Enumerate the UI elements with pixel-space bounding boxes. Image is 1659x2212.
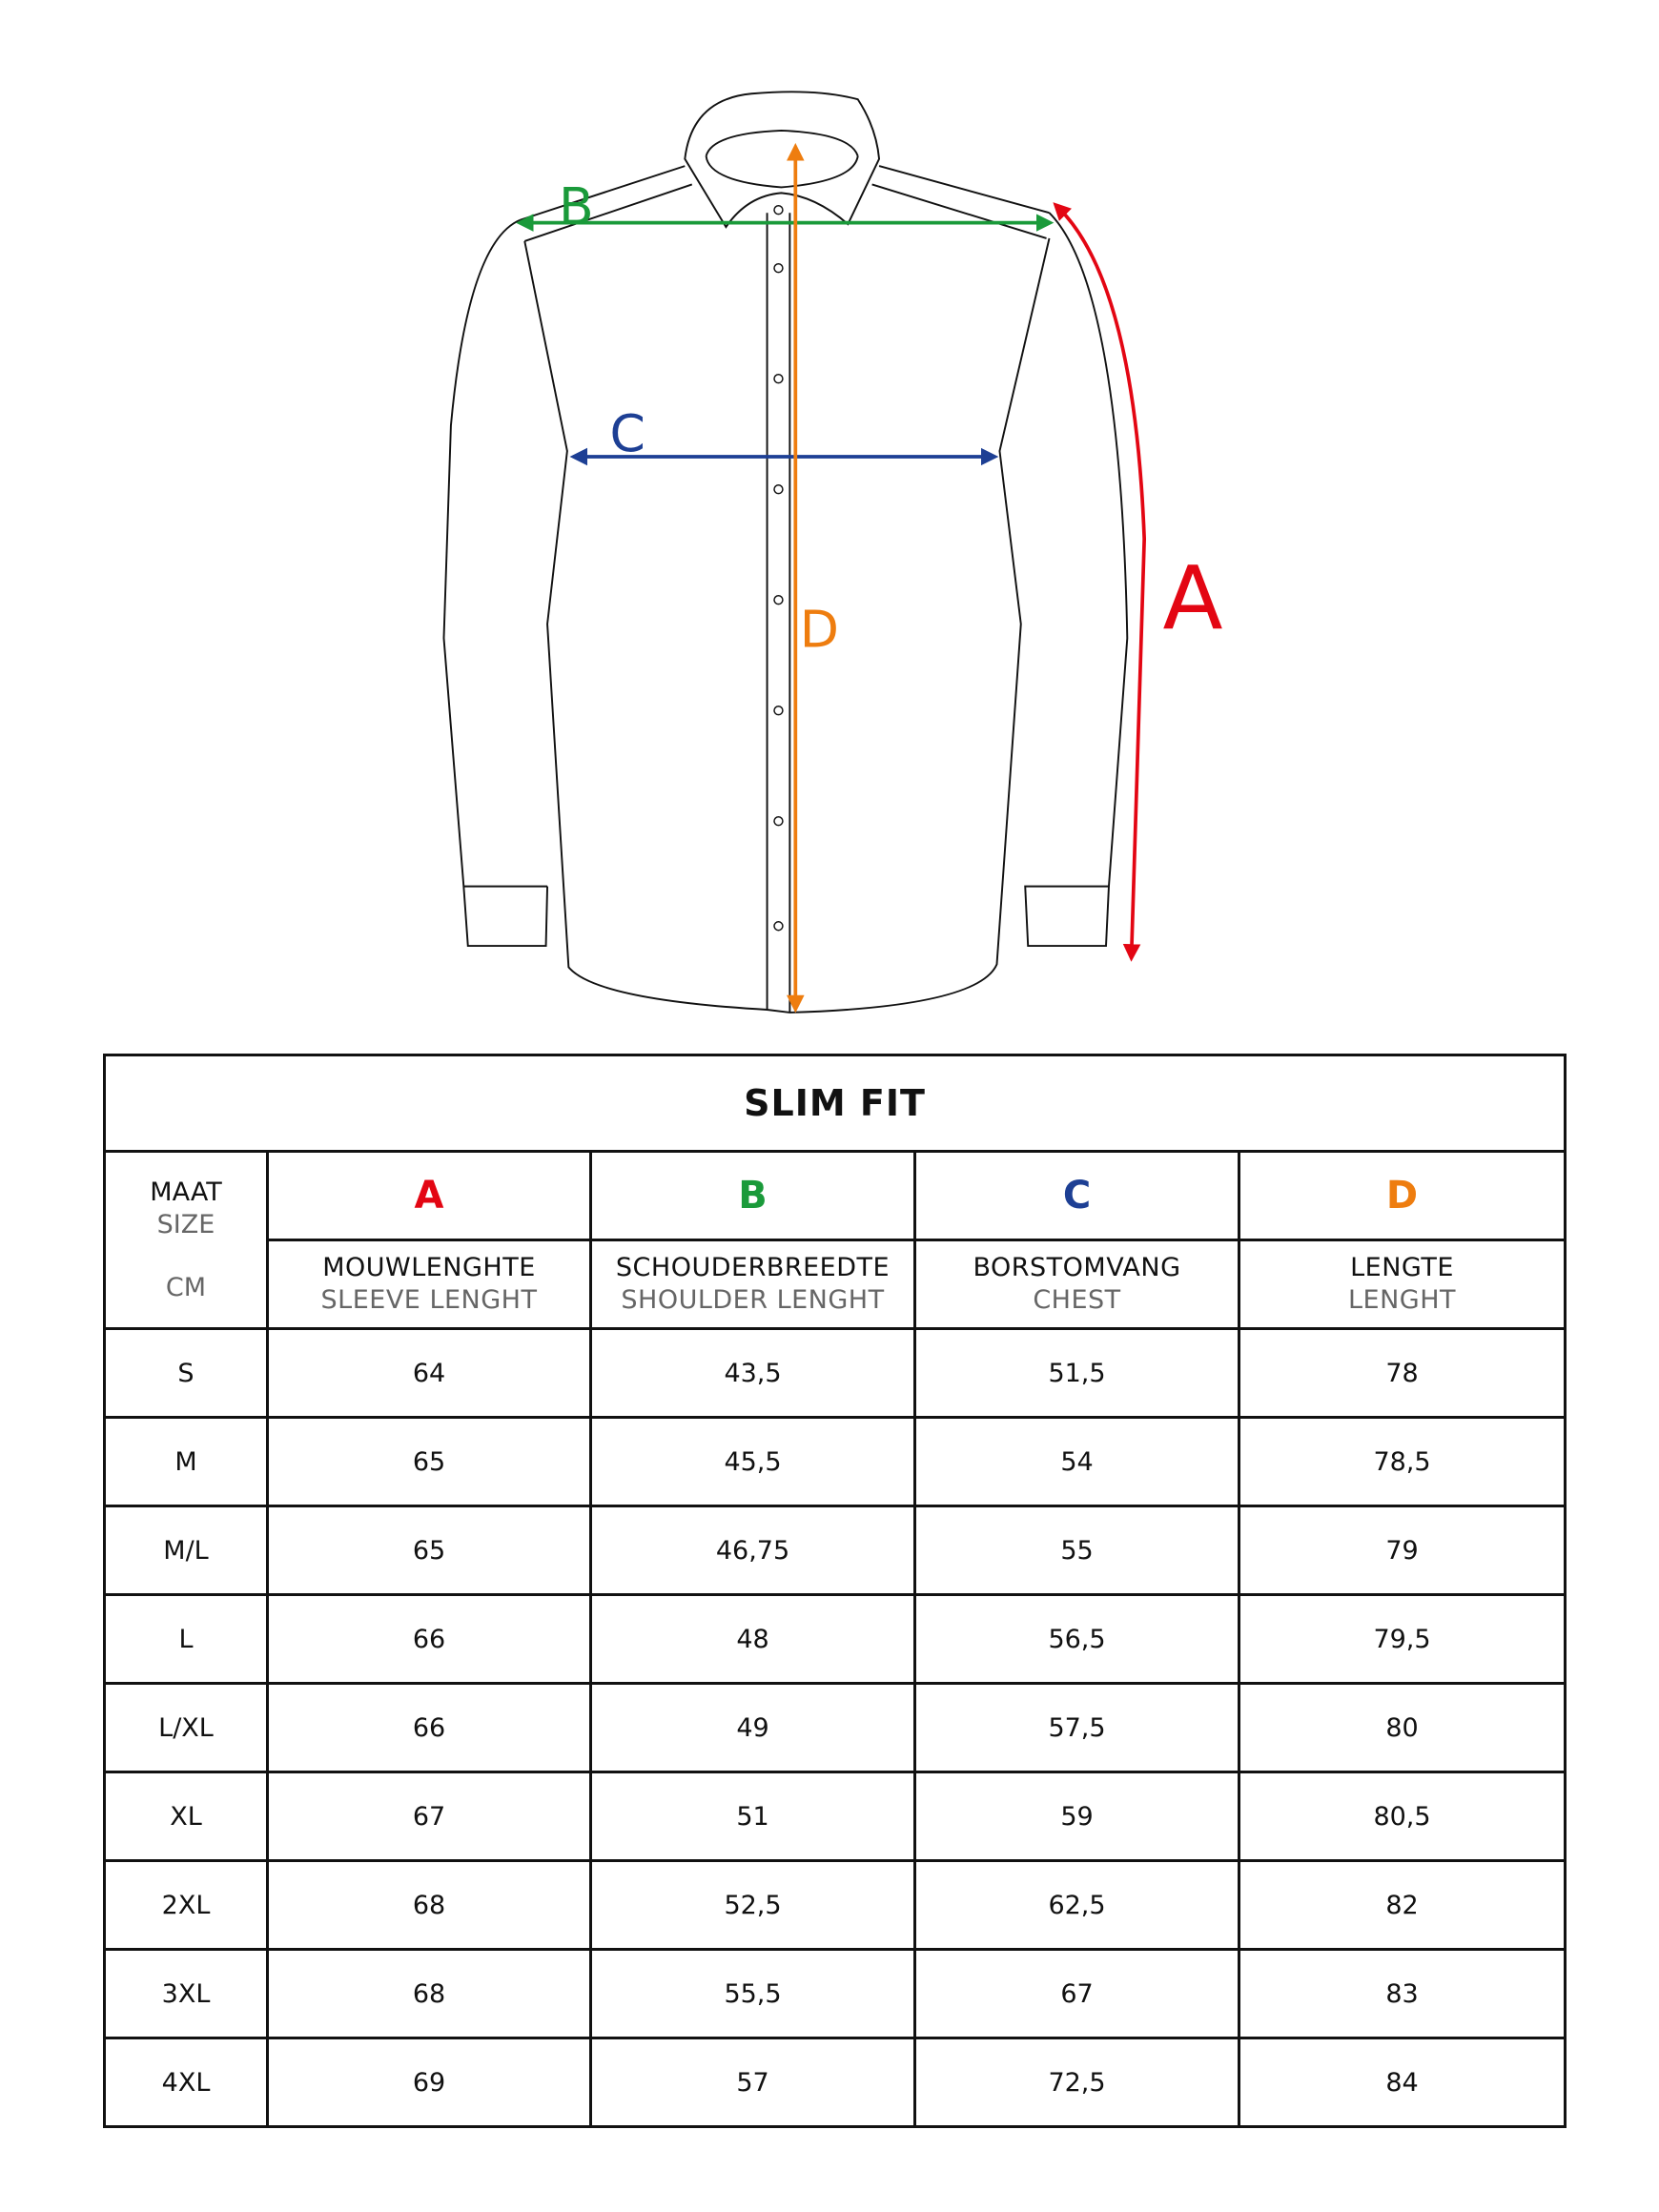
label-c: C [609,403,645,463]
measurement-cell: 66 [266,1593,592,1685]
measurement-cell: 78 [1237,1327,1567,1419]
column-letter-c: C [913,1150,1240,1241]
measurement-cell: 67 [266,1771,592,1862]
column-header-b: SCHOUDERBREEDTE SHOULDER LENGHT [589,1239,916,1330]
measurement-cell: 78,5 [1237,1416,1567,1507]
measurement-cell: 68 [266,1859,592,1951]
measurement-cell: 82 [1237,1859,1567,1951]
column-name-nl: SCHOUDERBREEDTE [615,1253,891,1282]
column-name-nl: BORSTOMVANG [973,1253,1181,1282]
table-row: M/L 65 46,75 55 79 [103,1505,1567,1596]
label-a: A [1162,546,1222,649]
size-cell: L/XL [103,1682,269,1773]
table-row: XL 67 51 59 80,5 [103,1771,1567,1862]
measurement-cell: 56,5 [913,1593,1240,1685]
measurement-cell: 72,5 [913,2037,1240,2128]
table-row: L/XL 66 49 57,5 80 [103,1682,1567,1773]
measurement-cell: 55 [913,1505,1240,1596]
measurement-cell: 51,5 [913,1327,1240,1419]
size-chart-table: SLIM FIT MAAT SIZE CM A B C D MOUWLENGHT… [102,1054,1567,2128]
measurement-cell: 46,75 [589,1505,916,1596]
measurement-cell: 66 [266,1682,592,1773]
measurement-cell: 84 [1237,2037,1567,2128]
size-cell: M [103,1416,269,1507]
unit-label: CM [165,1272,207,1302]
measurement-cell: 43,5 [589,1327,916,1419]
measurement-cell: 51 [589,1771,916,1862]
measurement-cell: 65 [266,1505,592,1596]
measurement-cell: 49 [589,1682,916,1773]
measurement-cell: 79,5 [1237,1593,1567,1685]
measurement-cell: 80,5 [1237,1771,1567,1862]
column-name-nl: MOUWLENGHTE [322,1253,536,1282]
label-b: B [559,176,594,236]
measurement-cell: 67 [913,1948,1240,2039]
size-header-nl: MAAT [150,1177,222,1207]
size-cell: XL [103,1771,269,1862]
column-header-c: BORSTOMVANG CHEST [913,1239,1240,1330]
table-title: SLIM FIT [102,1054,1567,1153]
measure-a-arrow [1053,202,1147,962]
size-cell: S [103,1327,269,1419]
measurement-cell: 80 [1237,1682,1567,1773]
size-header-en: SIZE [156,1209,215,1239]
column-name-nl: LENGTE [1350,1253,1454,1282]
shirt-outline [442,91,1129,1014]
column-name-en: SHOULDER LENGHT [621,1285,885,1315]
column-header-d: LENGTE LENGHT [1237,1239,1567,1330]
measurement-cell: 83 [1237,1948,1567,2039]
column-header-a: MOUWLENGHTE SLEEVE LENGHT [266,1239,592,1330]
measurement-cell: 64 [266,1327,592,1419]
size-cell: 4XL [103,2037,269,2128]
table-row: L 66 48 56,5 79,5 [103,1593,1567,1685]
size-cell: L [103,1593,269,1685]
label-d: D [800,599,839,659]
measurement-cell: 69 [266,2037,592,2128]
measurement-cell: 45,5 [589,1416,916,1507]
table-row: 2XL 68 52,5 62,5 82 [103,1859,1567,1951]
size-cell: 2XL [103,1859,269,1951]
measurement-cell: 48 [589,1593,916,1685]
column-name-en: LENGHT [1348,1285,1457,1315]
size-cell: M/L [103,1505,269,1596]
size-header: MAAT SIZE CM [103,1150,269,1330]
measurement-cell: 57,5 [913,1682,1240,1773]
measurement-cell: 62,5 [913,1859,1240,1951]
measurement-cell: 59 [913,1771,1240,1862]
column-letter-b: B [589,1150,916,1241]
column-letter-d: D [1237,1150,1567,1241]
table-row: 4XL 69 57 72,5 84 [103,2037,1567,2128]
measurement-cell: 57 [589,2037,916,2128]
measurement-cell: 54 [913,1416,1240,1507]
table-row: M 65 45,5 54 78,5 [103,1416,1567,1507]
table-row: S 64 43,5 51,5 78 [103,1327,1567,1419]
measurement-cell: 55,5 [589,1948,916,2039]
measurement-cell: 79 [1237,1505,1567,1596]
column-letter-a: A [266,1150,592,1241]
table-row: 3XL 68 55,5 67 83 [103,1948,1567,2039]
measurement-cell: 65 [266,1416,592,1507]
size-cell: 3XL [103,1948,269,2039]
measurement-cell: 52,5 [589,1859,916,1951]
column-name-en: CHEST [1033,1285,1121,1315]
shirt-measurement-diagram: B C D A [442,91,1223,1014]
measurement-cell: 68 [266,1948,592,2039]
column-name-en: SLEEVE LENGHT [320,1285,538,1315]
shirt-buttons [773,205,784,932]
